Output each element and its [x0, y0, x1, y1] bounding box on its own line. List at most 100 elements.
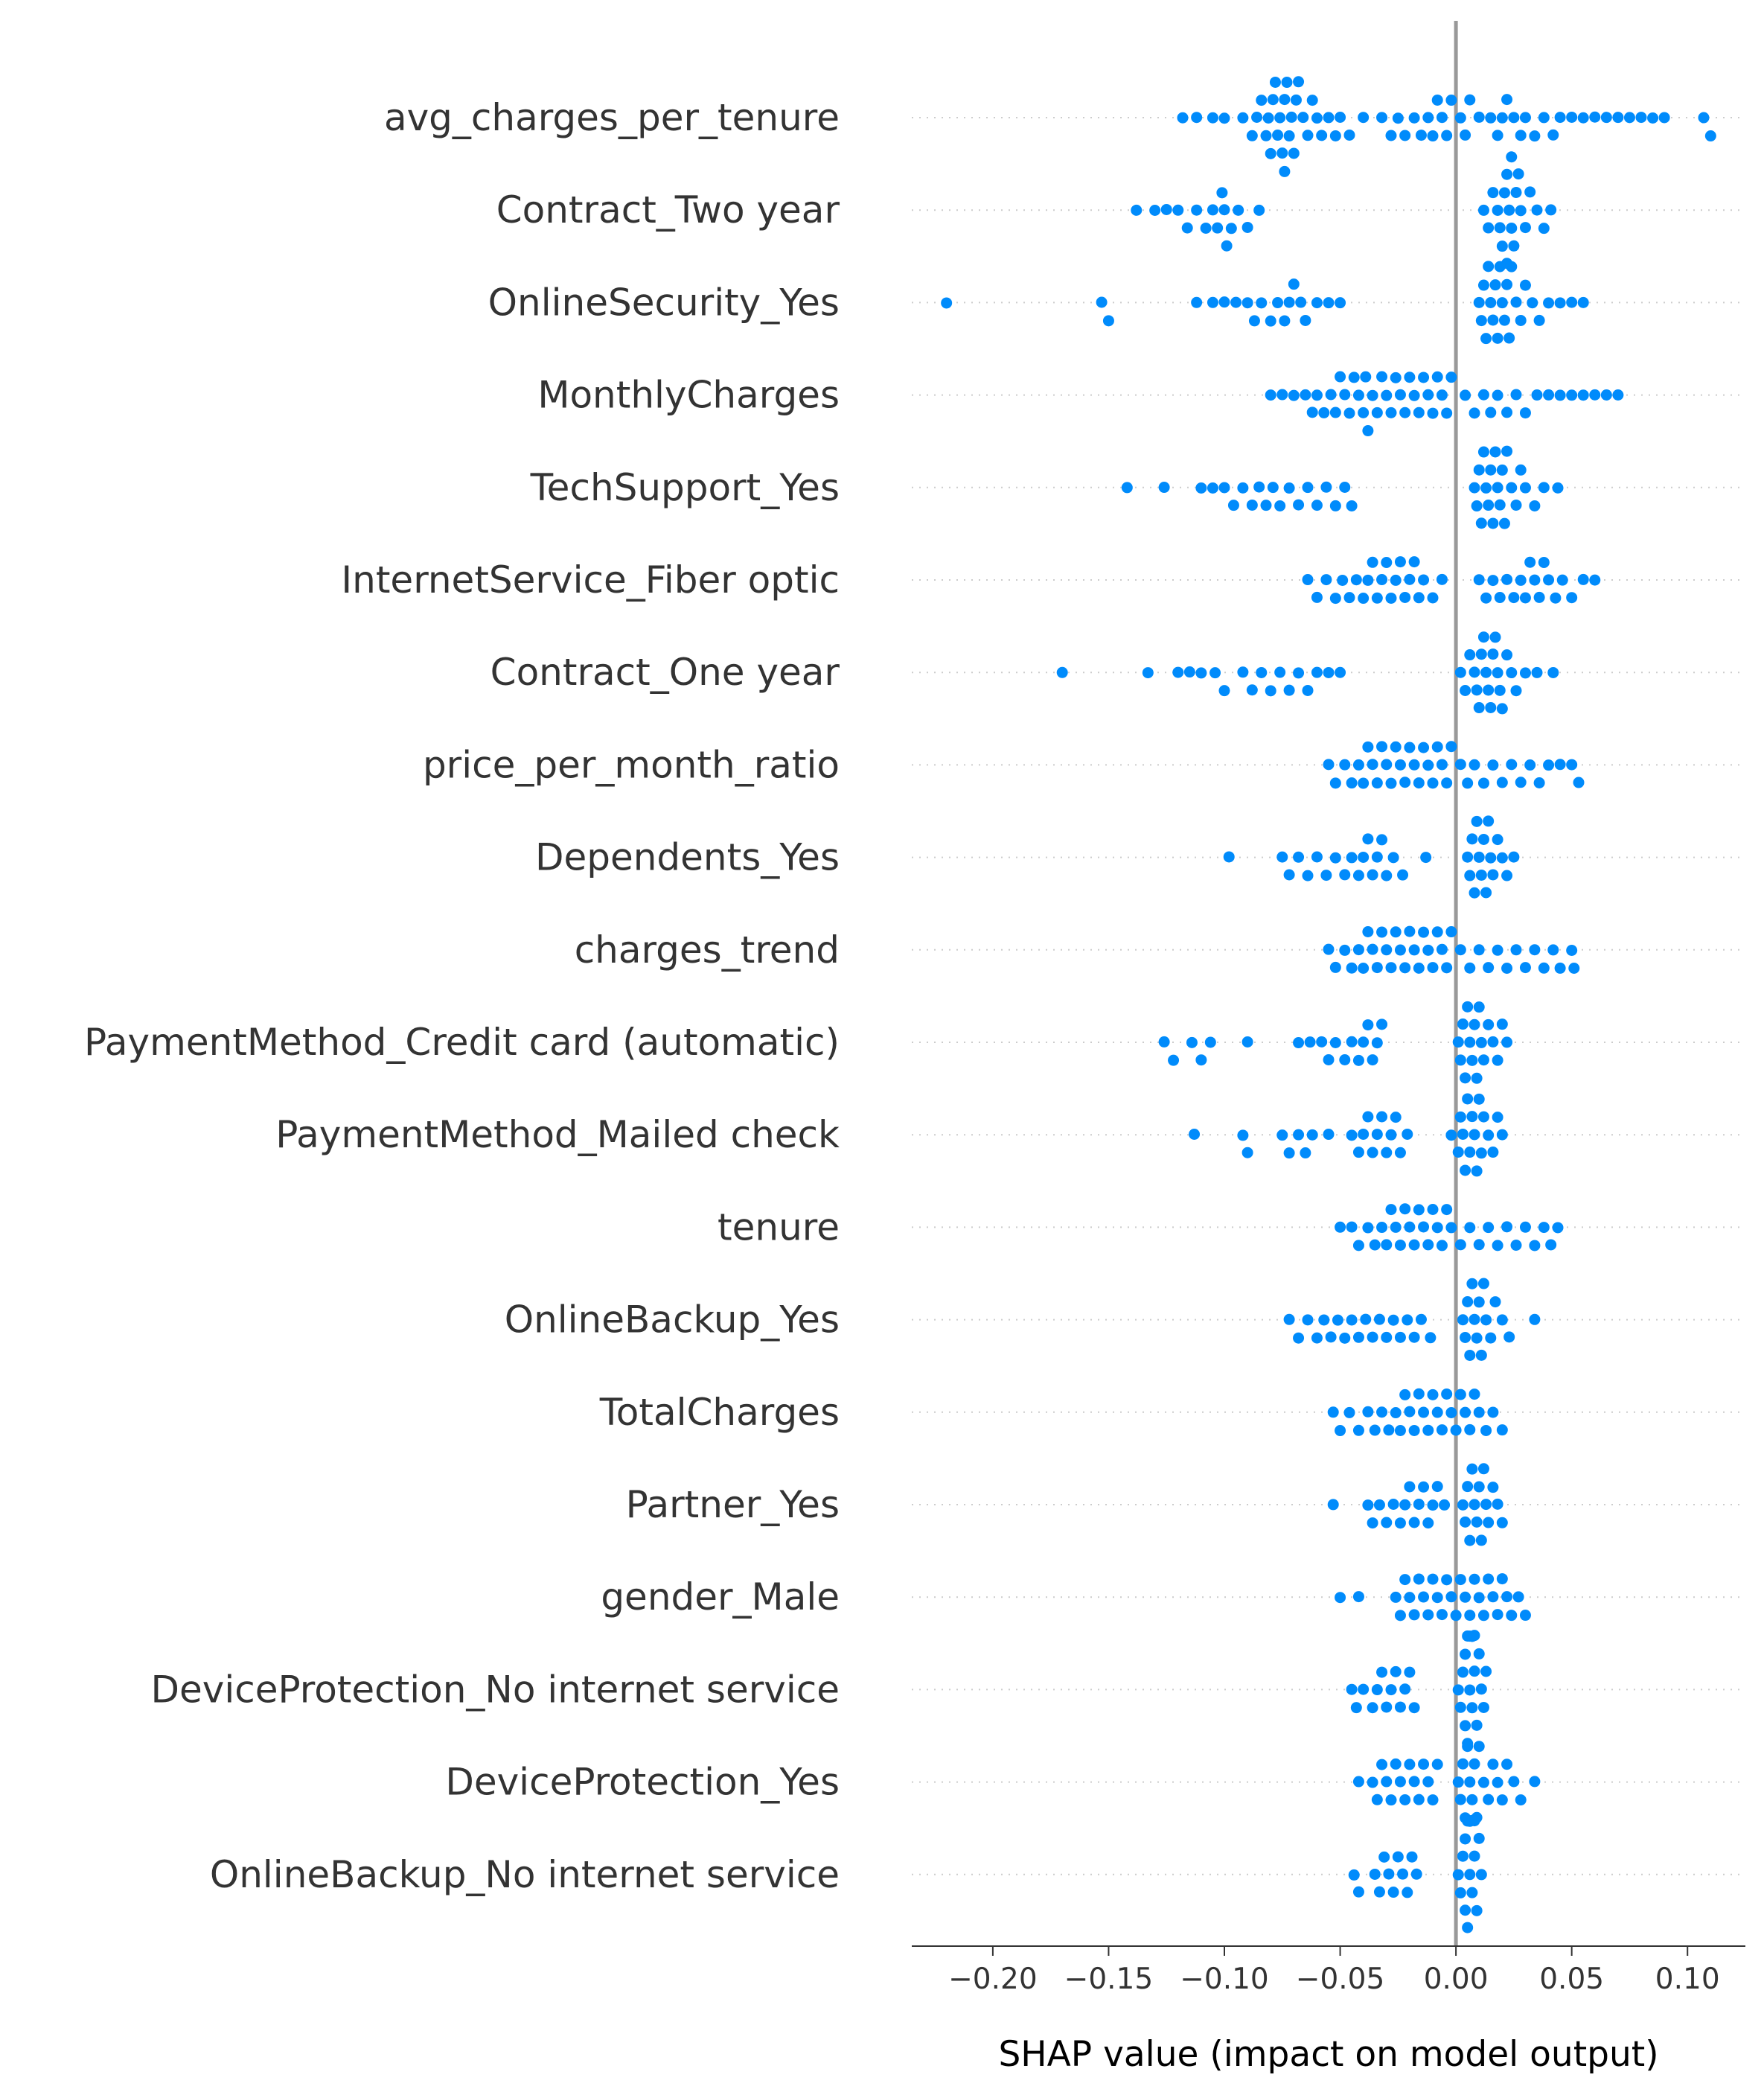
data-point [1460, 685, 1471, 697]
data-point [1436, 112, 1448, 124]
data-point [1352, 759, 1364, 771]
data-point [1387, 852, 1399, 864]
data-point [1376, 574, 1388, 586]
data-point [1496, 1314, 1508, 1326]
data-point [1471, 1332, 1483, 1344]
data-point [1283, 684, 1295, 696]
data-point [1519, 1610, 1531, 1622]
data-point [1427, 1499, 1439, 1511]
data-point [1477, 833, 1489, 845]
data-point [1276, 1129, 1288, 1141]
data-point [1329, 500, 1341, 511]
data-point [1531, 204, 1543, 216]
feature-label: OnlineSecurity_Yes [488, 281, 840, 324]
data-point [1704, 130, 1716, 142]
data-point [1335, 371, 1346, 383]
data-point [1376, 741, 1388, 753]
data-point [1358, 406, 1370, 418]
data-point [1346, 1221, 1358, 1233]
data-point [1441, 130, 1453, 141]
data-point [1302, 130, 1314, 141]
data-point [1335, 297, 1346, 309]
data-point [1487, 517, 1499, 529]
data-point [1452, 1036, 1464, 1048]
data-point [1329, 961, 1341, 973]
data-point [1422, 1776, 1434, 1788]
data-point [1160, 203, 1172, 215]
data-point [1352, 1331, 1364, 1343]
data-point [1464, 1610, 1476, 1622]
data-point [1483, 222, 1495, 234]
data-point [1253, 481, 1265, 493]
data-point [1466, 833, 1478, 845]
data-point [1489, 1296, 1501, 1308]
data-point [1131, 204, 1143, 216]
data-point [1283, 482, 1295, 494]
feature-label: tenure [718, 1205, 840, 1249]
data-point [1373, 1886, 1385, 1898]
data-point [1450, 1610, 1462, 1622]
data-point [1272, 130, 1284, 141]
data-point [1600, 389, 1612, 401]
data-point [1473, 1093, 1485, 1105]
data-point [1402, 1128, 1413, 1140]
data-point [1538, 556, 1550, 568]
data-point [1445, 1591, 1457, 1603]
data-point [1392, 112, 1404, 124]
feature-label: PaymentMethod_Mailed check [275, 1113, 840, 1156]
data-point [1293, 76, 1305, 88]
data-point [1346, 1314, 1358, 1326]
data-point [1191, 296, 1203, 308]
data-point [1207, 204, 1218, 216]
data-point [1477, 1610, 1489, 1622]
data-point [1441, 962, 1453, 974]
data-point [1283, 130, 1295, 142]
data-point [1436, 1240, 1448, 1252]
data-point [1387, 1887, 1399, 1898]
data-point [1475, 517, 1487, 529]
data-point [1515, 777, 1527, 788]
feature-label: Contract_One year [490, 651, 840, 694]
data-point [1469, 1665, 1480, 1677]
data-point [1399, 962, 1411, 974]
data-point [1422, 759, 1434, 771]
data-point [1454, 1574, 1466, 1586]
data-point [1475, 1349, 1487, 1361]
data-point [1533, 591, 1545, 603]
data-point [1589, 389, 1601, 401]
data-point [1394, 1424, 1406, 1436]
feature-label: MonthlyCharges [537, 374, 840, 417]
data-point [1545, 204, 1557, 216]
data-point [1469, 1499, 1480, 1511]
data-point [1487, 1406, 1499, 1418]
data-point [1647, 112, 1659, 124]
data-point [1371, 1793, 1383, 1805]
x-tick-label: −0.15 [1064, 1963, 1154, 1996]
data-point [1441, 1388, 1453, 1400]
data-point [1498, 187, 1510, 199]
data-point [1422, 112, 1434, 124]
data-point [1460, 1591, 1471, 1603]
data-point [1358, 777, 1370, 789]
data-point [1212, 222, 1224, 234]
data-point [1399, 406, 1411, 418]
data-point [1265, 685, 1276, 697]
data-point [1457, 1499, 1469, 1511]
data-point [1492, 944, 1503, 956]
data-point [1392, 1851, 1404, 1863]
data-point [1306, 95, 1318, 106]
data-point [1483, 1517, 1495, 1528]
data-point [1658, 112, 1670, 124]
data-point [1149, 204, 1161, 216]
data-point [1577, 573, 1589, 585]
data-point [1168, 1054, 1180, 1066]
feature-label: TotalCharges [599, 1391, 840, 1434]
data-point [1329, 130, 1341, 141]
data-point [1323, 666, 1335, 678]
data-point [1464, 94, 1476, 106]
data-point [1350, 1702, 1362, 1714]
data-point [1367, 1331, 1378, 1343]
data-point [1510, 296, 1522, 308]
data-point [1267, 482, 1279, 494]
data-point [1367, 1776, 1378, 1788]
